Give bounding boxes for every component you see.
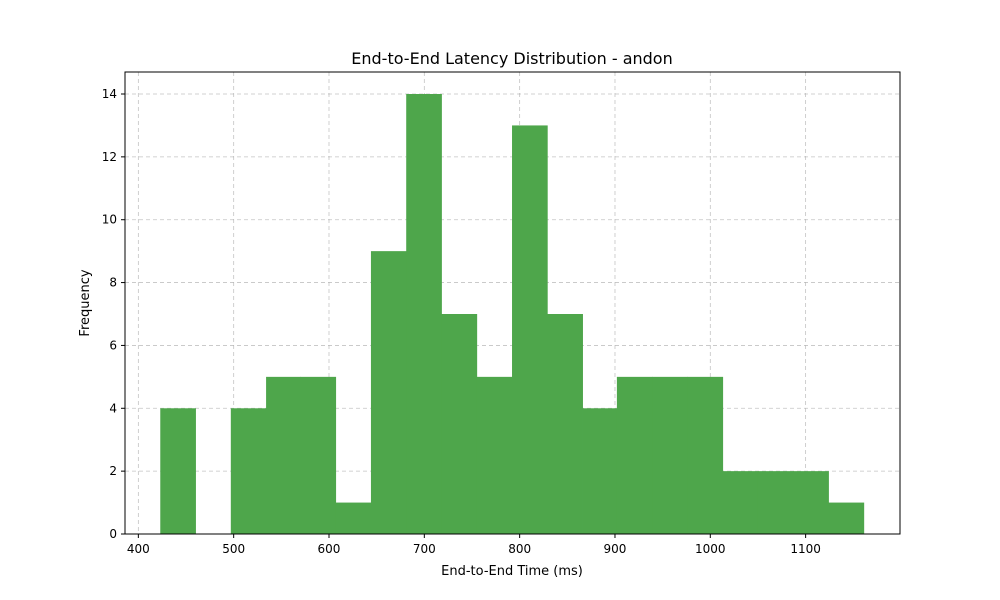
histogram-bar [582, 408, 618, 534]
y-tick-label: 14 [102, 87, 117, 101]
x-tick-label: 600 [318, 542, 341, 556]
y-tick-label: 6 [109, 338, 117, 352]
histogram-bar [512, 125, 548, 534]
histogram-bar [616, 376, 653, 534]
histogram-bar [757, 471, 794, 534]
y-tick-label: 2 [109, 464, 117, 478]
x-tick-label: 1100 [790, 542, 821, 556]
x-tick-label: 500 [222, 542, 245, 556]
histogram-bar [406, 94, 442, 534]
histogram-bar [370, 251, 407, 534]
y-axis-label: Frequency [78, 269, 93, 336]
histogram-bar [230, 408, 267, 534]
histogram-bar [160, 408, 196, 534]
histogram-bar [652, 376, 688, 534]
histogram-bar [793, 471, 829, 534]
histogram-bar [266, 376, 301, 534]
y-tick-label: 10 [102, 213, 117, 227]
x-tick-label: 400 [127, 542, 150, 556]
histogram-bar [722, 471, 759, 534]
y-tick-label: 8 [109, 276, 117, 290]
ticks-layer: 400 500 600 700 800 900 1000 1100 0 2 4 6 8 10 12 14 [102, 87, 821, 556]
x-tick-label: 700 [413, 542, 436, 556]
x-tick-label: 1000 [695, 542, 726, 556]
y-tick-label: 4 [109, 401, 117, 415]
plot-frame [124, 71, 901, 535]
histogram-bar [441, 314, 478, 534]
x-axis-label: End-to-End Time (ms) [441, 564, 583, 579]
x-tick-label: 800 [508, 542, 531, 556]
histogram-bar [476, 376, 513, 534]
y-tick-label: 12 [102, 150, 117, 164]
histogram-bar [828, 502, 865, 534]
histogram-bar [687, 376, 724, 534]
y-tick-label: 0 [109, 527, 117, 541]
chart-title: End-to-End Latency Distribution - andon [351, 49, 672, 68]
histogram-bar [547, 314, 583, 534]
histogram-bar [300, 376, 337, 534]
x-tick-label: 900 [604, 542, 627, 556]
histogram-bar [335, 502, 372, 534]
bars-layer [160, 94, 865, 534]
